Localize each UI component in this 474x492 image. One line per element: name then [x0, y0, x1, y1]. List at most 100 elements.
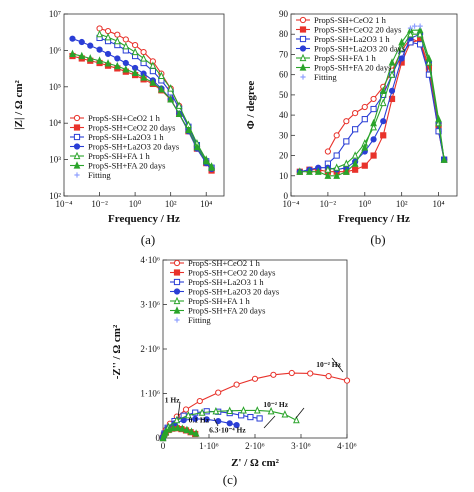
- data-point: [182, 406, 190, 413]
- annotation: 10⁻² Hz: [316, 360, 341, 369]
- annotation: 10⁻² Hz: [263, 400, 288, 409]
- data-point: [233, 421, 240, 429]
- y-tick-label: 10⁷: [49, 9, 61, 19]
- legend-marker: [74, 172, 80, 178]
- data-point: [169, 423, 177, 432]
- data-point: [388, 58, 396, 66]
- data-point: [104, 50, 112, 58]
- data-point: [78, 51, 86, 60]
- y-tick-label: 40: [279, 110, 289, 120]
- data-point: [333, 132, 340, 139]
- data-point: [140, 48, 147, 56]
- data-point: [215, 389, 222, 396]
- y-tick-label: 80: [279, 29, 289, 39]
- series-props-sh-fa-20-days: [296, 25, 448, 179]
- data-point: [267, 406, 275, 415]
- legend-marker: [73, 151, 81, 160]
- data-point: [288, 369, 295, 377]
- legend-marker: [173, 306, 181, 314]
- legend-marker: [173, 288, 181, 295]
- x-tick-label: 10²: [165, 199, 177, 209]
- data-point: [149, 67, 156, 75]
- data-point: [184, 411, 192, 419]
- data-point: [435, 114, 442, 123]
- data-point: [251, 375, 259, 382]
- data-point: [296, 167, 304, 175]
- y-tick-label: 20: [279, 151, 289, 161]
- data-point: [388, 87, 396, 94]
- data-point: [114, 31, 121, 38]
- data-point: [380, 132, 387, 139]
- legend-marker: [173, 259, 181, 267]
- data-point: [196, 397, 203, 405]
- data-point: [407, 29, 414, 38]
- data-point: [324, 148, 331, 155]
- x-tick-label: 10²: [396, 199, 408, 209]
- data-point: [192, 415, 199, 422]
- data-point: [333, 163, 341, 171]
- data-point: [149, 78, 157, 86]
- legend-entry: PropS-SH+CeO2 1 h: [188, 258, 261, 268]
- data-point: [183, 425, 191, 434]
- annotation: 0.1 Hz: [189, 415, 210, 424]
- legend-entry: PropS-SH+CeO2 20 days: [88, 123, 175, 133]
- panel-label: (c): [223, 472, 237, 487]
- data-point: [352, 109, 359, 117]
- y-axis-label: -Z'' / Ω cm²: [111, 324, 123, 379]
- data-point: [351, 151, 359, 159]
- data-point: [380, 118, 387, 125]
- legend-marker: [299, 16, 307, 24]
- data-point: [398, 55, 405, 62]
- data-point: [388, 70, 396, 78]
- data-point: [202, 156, 210, 165]
- data-point: [343, 138, 350, 145]
- data-point: [352, 126, 359, 133]
- annotation-arrow: [213, 417, 219, 427]
- y-tick-label: 90: [279, 9, 289, 19]
- data-point: [293, 415, 300, 424]
- legend-marker: [73, 133, 81, 141]
- data-point: [78, 38, 85, 46]
- data-point: [192, 429, 200, 437]
- x-axis-label: Frequency / Hz: [108, 213, 180, 225]
- legend-entry: PropS-SH+FA 1 h: [314, 53, 377, 63]
- data-point: [343, 377, 351, 384]
- data-point: [167, 84, 175, 92]
- data-point: [104, 27, 112, 35]
- data-point: [342, 159, 350, 167]
- data-point: [157, 85, 165, 93]
- data-point: [69, 35, 76, 42]
- data-point: [398, 38, 406, 46]
- legend-entry: PropS-SH+La2O3 1 h: [188, 277, 264, 287]
- panel-b: 10⁻⁴ 10⁻² 10⁰ 10² 10⁴ 0 10 20 30 40 50 60 70 80 90 Freq…: [245, 9, 458, 247]
- data-point: [122, 59, 129, 67]
- legend-entry: PropS-SH+FA 20 days: [314, 63, 391, 73]
- data-point: [175, 101, 183, 109]
- x-axis-label: Frequency / Hz: [338, 213, 410, 225]
- data-point: [370, 118, 377, 127]
- panel-label: (a): [141, 232, 155, 247]
- data-point: [233, 381, 240, 388]
- data-point: [281, 410, 289, 418]
- data-point: [193, 142, 201, 151]
- legend-marker: [299, 53, 307, 62]
- data-point: [379, 86, 387, 94]
- data-point: [212, 406, 220, 415]
- data-point: [342, 167, 350, 175]
- data-point: [104, 32, 112, 41]
- legend-marker: [73, 143, 81, 150]
- legend-entry: PropS-SH+CeO2 1 h: [314, 15, 387, 25]
- data-point: [361, 116, 368, 123]
- data-point: [361, 143, 369, 151]
- data-point: [361, 103, 368, 111]
- x-tick-label: 10⁻²: [91, 199, 108, 209]
- x-tick-label: 10⁰: [358, 199, 371, 209]
- y-tick-label: 3·10⁶: [140, 300, 160, 310]
- legend-entry: PropS-SH+FA 20 days: [88, 161, 165, 171]
- x-tick-label: 10⁴: [432, 199, 444, 209]
- y-axis-label: Φ / degree: [245, 81, 257, 130]
- y-tick-label: 50: [279, 90, 289, 100]
- x-tick-label: 10⁻⁴: [283, 199, 300, 209]
